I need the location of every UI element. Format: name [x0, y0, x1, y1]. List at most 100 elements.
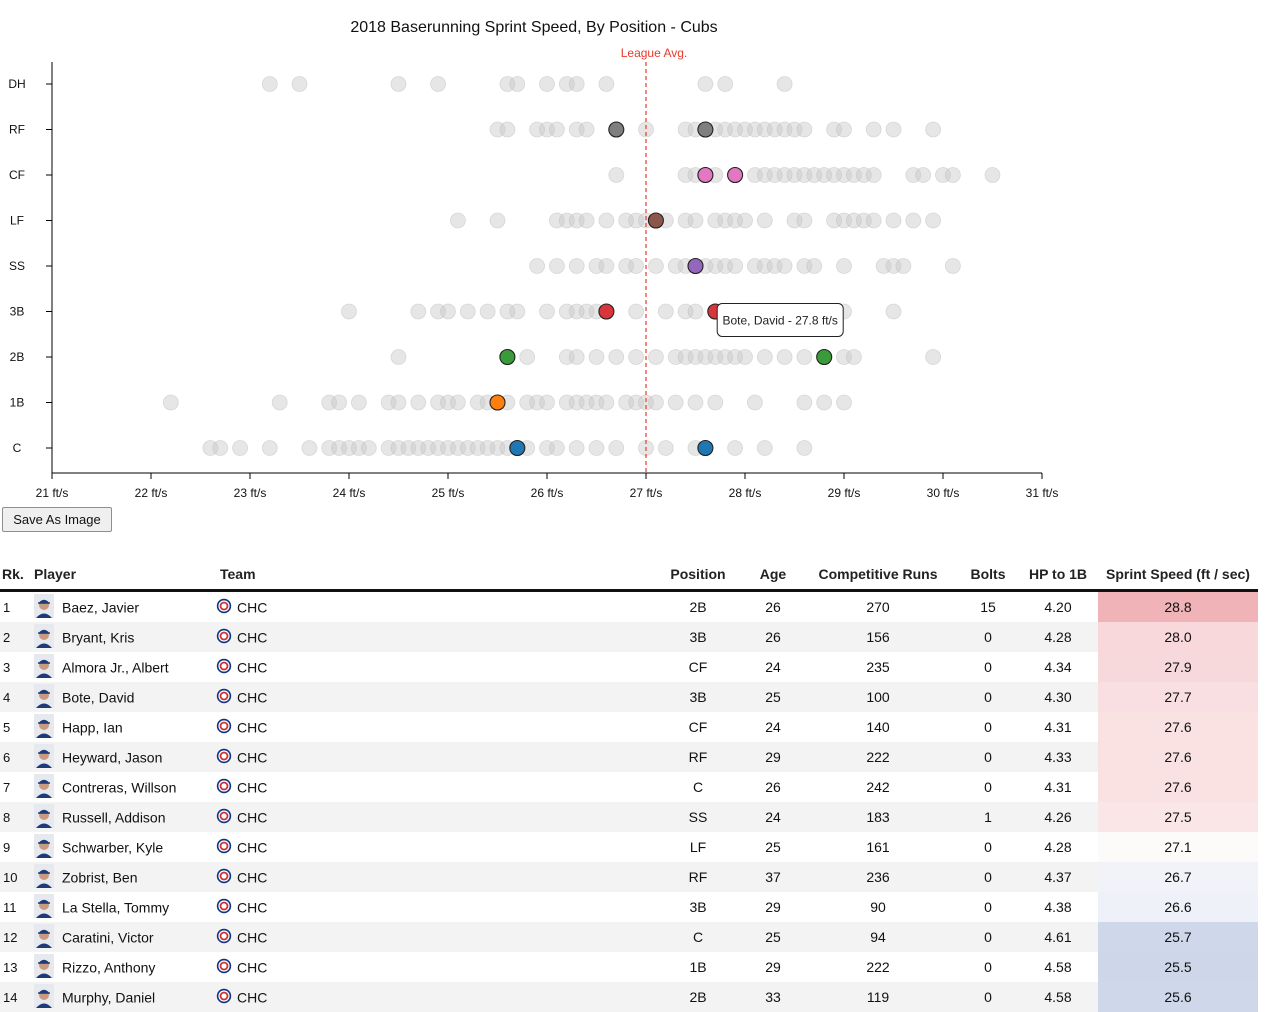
player-name-link[interactable]: Heyward, Jason: [62, 749, 163, 765]
competitive-runs-cell: 90: [870, 899, 886, 915]
x-axis: 21 ft/s 22 ft/s 23 ft/s 24 ft/s 25 ft/s 26 ft…: [36, 472, 1058, 500]
team-cell: CHC: [216, 712, 648, 742]
player-headshot-icon: [34, 863, 54, 891]
league-point: [756, 212, 773, 229]
rank-cell: 2: [0, 622, 30, 652]
header-team[interactable]: Team: [216, 558, 648, 592]
player-name-link[interactable]: Contreras, Willson: [62, 779, 177, 795]
league-point: [885, 303, 902, 320]
team-player-point[interactable]: [816, 348, 833, 366]
league-point: [539, 303, 555, 320]
team-player-point[interactable]: [697, 439, 714, 457]
age-cell: 26: [765, 779, 781, 795]
tooltip-text: Bote, David - 27.8 ft/s: [723, 314, 838, 328]
player-cell: Bryant, Kris: [30, 622, 216, 652]
competitive-runs-cell: 235: [866, 659, 890, 675]
header-position[interactable]: Position: [648, 558, 748, 592]
hp-to-1b-cell: 4.28: [1018, 622, 1098, 652]
team-player-point[interactable]: [509, 439, 526, 457]
cubs-logo-icon: [216, 598, 232, 617]
age-cell: 25: [765, 839, 781, 855]
league-point: [291, 76, 308, 92]
player-name-link[interactable]: Zobrist, Ben: [62, 869, 138, 885]
hp-to-1b-cell: 4.37: [1018, 862, 1098, 892]
league-point: [747, 394, 763, 411]
team-player-point[interactable]: [687, 257, 704, 275]
team-cell: CHC: [216, 922, 648, 952]
league-point: [430, 76, 447, 92]
player-name-link[interactable]: Schwarber, Kyle: [62, 839, 164, 855]
cubs-logo-icon: [216, 778, 232, 797]
team-player-point[interactable]: [647, 212, 664, 229]
bolts-cell: 0: [958, 682, 1018, 712]
team-player-point[interactable]: [499, 348, 516, 366]
position-cell: C: [648, 922, 748, 952]
league-point: [539, 394, 555, 411]
save-as-image-button[interactable]: Save As Image: [2, 507, 112, 532]
player-name-link[interactable]: La Stella, Tommy: [62, 899, 170, 915]
player-cell: Zobrist, Ben: [30, 862, 216, 892]
y-tick-label: C: [13, 441, 22, 455]
league-point: [727, 258, 743, 274]
header-player[interactable]: Player: [30, 558, 216, 592]
header-age[interactable]: Age: [748, 558, 798, 592]
team-player-point[interactable]: [608, 121, 625, 138]
league-point: [628, 258, 644, 274]
table-row: 14 Murphy, Daniel CHC 2B 33 119 0 4.58 25.6: [0, 982, 1258, 1012]
league-point: [865, 212, 882, 229]
team-name: CHC: [237, 659, 268, 675]
team-cell: CHC: [216, 742, 648, 772]
table-row: 13 Rizzo, Anthony CHC 1B 29 222 0 4.58 25.5: [0, 952, 1258, 982]
header-bolts[interactable]: Bolts: [958, 558, 1018, 592]
header-rank[interactable]: Rk.: [0, 558, 30, 592]
league-point: [499, 121, 516, 138]
league-point: [549, 258, 565, 274]
header-hp-to-1b[interactable]: HP to 1B: [1018, 558, 1098, 592]
league-point: [925, 349, 941, 365]
league-point: [796, 440, 813, 456]
table-row: 2 Bryant, Kris CHC 3B 26 156 0 4.28 28.0: [0, 622, 1258, 652]
team-player-point[interactable]: [598, 303, 615, 320]
header-competitive-runs[interactable]: Competitive Runs: [798, 558, 958, 592]
player-headshot-icon: [34, 983, 54, 1011]
player-name-link[interactable]: Russell, Addison: [62, 809, 166, 825]
player-name-link[interactable]: Murphy, Daniel: [62, 989, 156, 1005]
league-point: [687, 303, 704, 320]
team-cell: CHC: [216, 772, 648, 802]
league-point: [737, 349, 753, 365]
cubs-logo-icon: [216, 658, 232, 677]
header-sprint-speed[interactable]: Sprint Speed (ft / sec): [1098, 558, 1258, 592]
player-name-link[interactable]: Bryant, Kris: [62, 629, 135, 645]
team-player-point[interactable]: [697, 121, 714, 138]
league-point: [598, 212, 615, 229]
player-name-link[interactable]: Rizzo, Anthony: [62, 959, 156, 975]
bolts-cell: 15: [980, 599, 996, 615]
league-point: [885, 212, 902, 229]
player-name-link[interactable]: Baez, Javier: [62, 599, 140, 615]
player-name-link[interactable]: Bote, David: [62, 689, 135, 705]
player-name-link[interactable]: Almora Jr., Albert: [62, 659, 169, 675]
player-cell: La Stella, Tommy: [30, 892, 216, 922]
x-tick-label: 24 ft/s: [333, 486, 366, 500]
player-name-link[interactable]: Caratini, Victor: [62, 929, 154, 945]
team-player-point[interactable]: [489, 394, 506, 411]
league-point: [449, 212, 466, 229]
league-point: [628, 303, 644, 320]
x-tick-label: 29 ft/s: [828, 486, 861, 500]
age-cell: 26: [765, 599, 781, 615]
league-point: [489, 212, 506, 229]
player-name-link[interactable]: Happ, Ian: [62, 719, 123, 735]
team-cell: CHC: [216, 862, 648, 892]
team-player-point[interactable]: [727, 166, 744, 184]
league-point: [796, 121, 813, 138]
age-cell: 24: [765, 719, 781, 735]
sprint-speed-cell: 27.6: [1098, 712, 1258, 742]
bolts-cell: 0: [958, 862, 1018, 892]
cubs-logo-icon: [216, 718, 232, 737]
player-headshot-icon: [34, 893, 54, 921]
table-row: 1 Baez, Javier CHC 2B 26 270 15 4.20 28.8: [0, 590, 1258, 622]
team-player-point[interactable]: [697, 166, 714, 184]
x-tick-label: 26 ft/s: [531, 486, 564, 500]
team-name: CHC: [237, 839, 268, 855]
bolts-cell: 0: [984, 779, 992, 795]
